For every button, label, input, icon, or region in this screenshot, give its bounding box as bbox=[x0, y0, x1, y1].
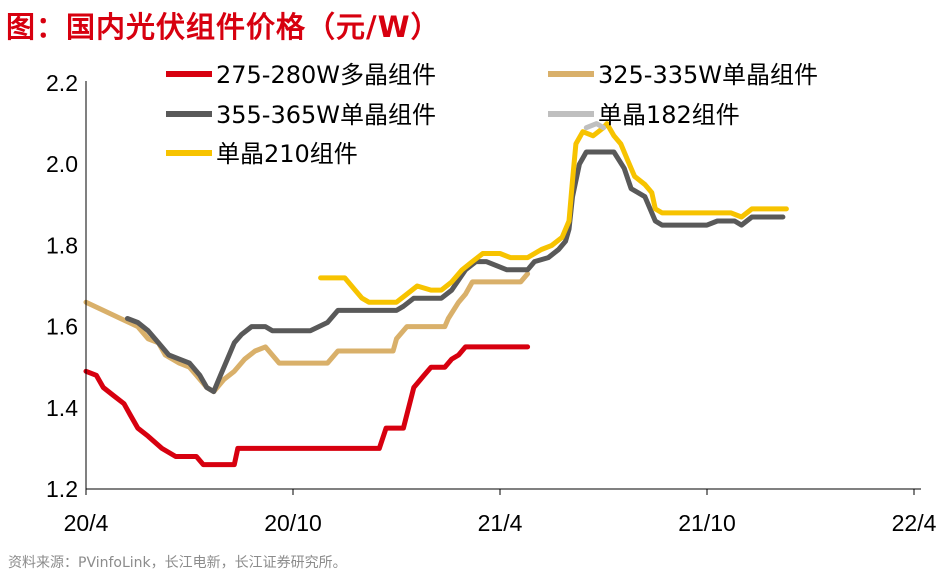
x-tick-label: 22/4 bbox=[892, 510, 937, 536]
series-line-2 bbox=[124, 149, 786, 395]
x-tick-label: 20/10 bbox=[264, 510, 322, 536]
y-tick-label: 1.2 bbox=[46, 476, 78, 502]
plot-area bbox=[83, 121, 789, 468]
legend-label: 275-280W多晶组件 bbox=[216, 61, 436, 89]
y-tick-label: 2.0 bbox=[46, 151, 78, 177]
source-note: 资料来源：PVinfoLink，长江电新，长江证券研究所。 bbox=[8, 555, 347, 571]
legend-label: 355-365W单晶组件 bbox=[216, 101, 436, 129]
axes: 1.2 1.4 1.6 1.8 2.0 2.2 20/4 20/10 21/4 21/10 22/4 bbox=[46, 70, 937, 536]
x-tick-label: 21/4 bbox=[478, 510, 523, 536]
series-line-0 bbox=[83, 344, 531, 468]
y-tick-label: 1.4 bbox=[46, 395, 78, 421]
y-tick-label: 1.6 bbox=[46, 314, 78, 340]
y-tick-label: 2.2 bbox=[46, 70, 78, 96]
series-line-4 bbox=[318, 121, 789, 305]
chart-title: 图：国内光伏组件价格（元/W） bbox=[6, 10, 441, 44]
legend-label: 单晶210组件 bbox=[216, 140, 358, 168]
legend-label: 单晶182组件 bbox=[598, 101, 740, 129]
x-tick-label: 21/10 bbox=[678, 510, 736, 536]
legend-label: 325-335W单晶组件 bbox=[598, 61, 818, 89]
x-tick-label: 20/4 bbox=[64, 510, 109, 536]
legend: 275-280W多晶组件 325-335W单晶组件 355-365W单晶组件 单晶18… bbox=[166, 61, 818, 168]
y-tick-label: 1.8 bbox=[46, 232, 78, 258]
series-line-3 bbox=[583, 121, 606, 131]
series-line-1 bbox=[83, 271, 531, 395]
